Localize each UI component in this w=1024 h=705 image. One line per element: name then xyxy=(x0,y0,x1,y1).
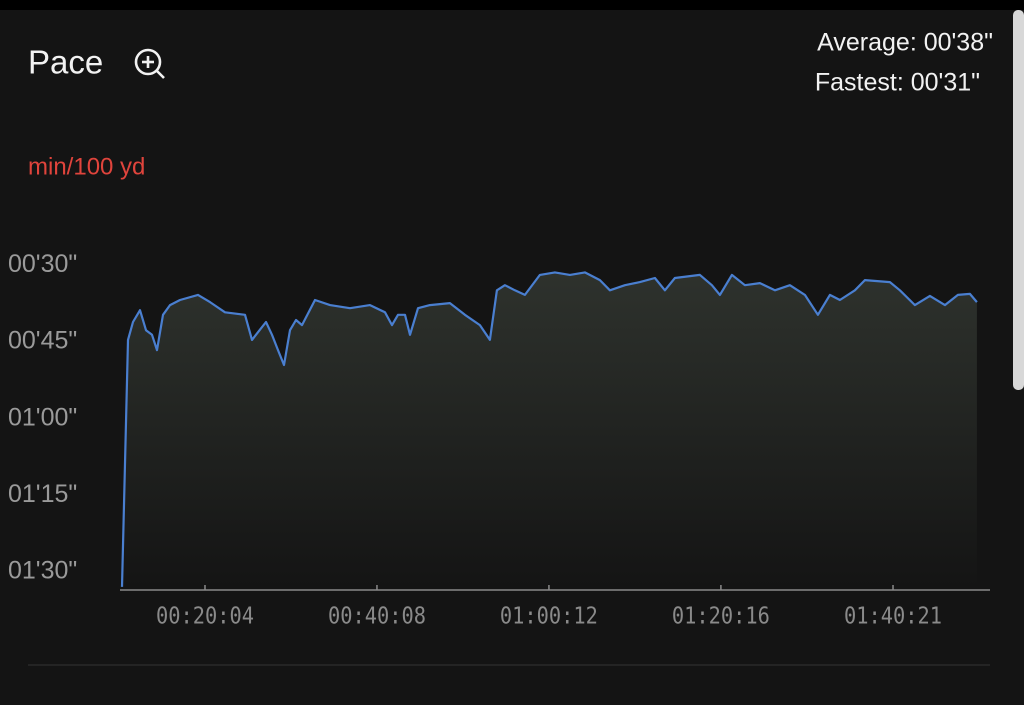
zoom-handle xyxy=(155,69,165,79)
y-axis-unit: min/100 yd xyxy=(28,153,145,180)
y-tick-label: 00'45" xyxy=(8,327,77,355)
x-tick-label: 01:00:12 xyxy=(500,604,598,630)
scrollbar xyxy=(1013,10,1024,390)
x-tick-label: 00:20:04 xyxy=(156,604,254,630)
fastest-label: Fastest: 00'31" xyxy=(815,69,980,97)
chart-title: Pace xyxy=(28,44,103,81)
average-label: Average: 00'38" xyxy=(817,29,993,57)
y-tick-label: 01'15" xyxy=(8,480,77,508)
line xyxy=(120,271,978,587)
y-tick-label: 01'00" xyxy=(8,403,77,431)
x-tick-label: 01:20:16 xyxy=(672,604,770,630)
x-tick-label: 00:40:08 xyxy=(328,604,426,630)
zoom-lens xyxy=(134,48,162,76)
area xyxy=(122,272,977,590)
zoom-icon[interactable] xyxy=(134,48,165,79)
status-strip xyxy=(0,0,1024,10)
x-tick-label: 01:40:21 xyxy=(844,604,942,630)
y-tick-label: 00'30" xyxy=(8,250,77,278)
y-tick-label: 01'30" xyxy=(8,557,77,585)
